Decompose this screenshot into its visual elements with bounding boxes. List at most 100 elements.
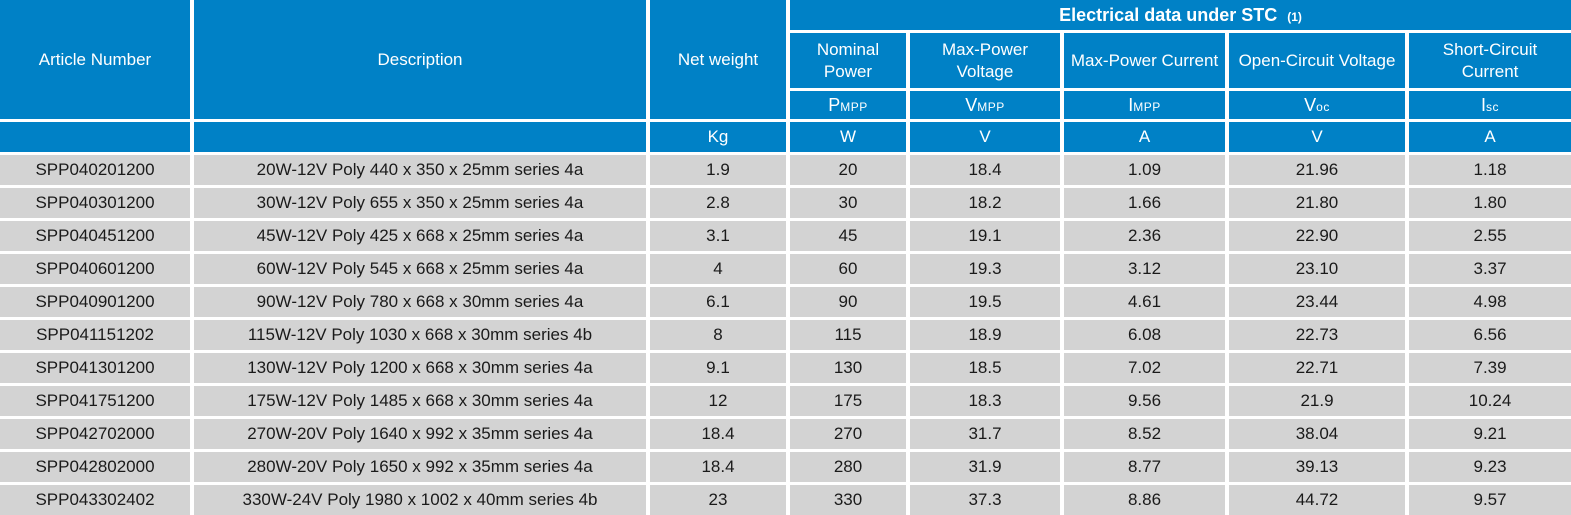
cell-nominal-power: 60 [790, 254, 906, 284]
cell-description: 30W-12V Poly 655 x 350 x 25mm series 4a [194, 188, 646, 218]
column-header-row: Nominal Power Max-Power Voltage Max-Powe… [0, 33, 1571, 88]
cell-description: 280W-20V Poly 1650 x 992 x 35mm series 4… [194, 452, 646, 482]
cell-description: 330W-24V Poly 1980 x 1002 x 40mm series … [194, 485, 646, 515]
cell-nominal-power: 270 [790, 419, 906, 449]
cell-net-weight: 9.1 [650, 353, 786, 383]
table-row: SPP040601200 60W-12V Poly 545 x 668 x 25… [0, 254, 1571, 284]
group-header-row: Article Number Description Net weight El… [0, 0, 1571, 119]
cell-max-power-voltage: 31.7 [910, 419, 1060, 449]
symbol-main: V [1304, 94, 1317, 115]
cell-net-weight: 1.9 [650, 155, 786, 185]
cell-max-power-current: 2.36 [1064, 221, 1225, 251]
cell-nominal-power: 30 [790, 188, 906, 218]
col-header-max-power-voltage: Max-Power Voltage [910, 33, 1060, 88]
col-header-max-power-current: Max-Power Current [1064, 33, 1225, 88]
cell-nominal-power: 130 [790, 353, 906, 383]
cell-article-number: SPP042702000 [0, 419, 190, 449]
cell-short-circuit-current: 1.18 [1409, 155, 1571, 185]
col-header-nominal-power: Nominal Power [790, 33, 906, 88]
cell-net-weight: 3.1 [650, 221, 786, 251]
symbol-impp: IMPP [1064, 91, 1225, 119]
cell-short-circuit-current: 9.23 [1409, 452, 1571, 482]
cell-max-power-voltage: 19.5 [910, 287, 1060, 317]
cell-max-power-voltage: 18.2 [910, 188, 1060, 218]
cell-net-weight: 12 [650, 386, 786, 416]
cell-description: 130W-12V Poly 1200 x 668 x 30mm series 4… [194, 353, 646, 383]
cell-max-power-current: 3.12 [1064, 254, 1225, 284]
cell-open-circuit-voltage: 23.10 [1229, 254, 1405, 284]
cell-article-number: SPP040451200 [0, 221, 190, 251]
cell-max-power-current: 9.56 [1064, 386, 1225, 416]
cell-description: 90W-12V Poly 780 x 668 x 30mm series 4a [194, 287, 646, 317]
cell-article-number: SPP040901200 [0, 287, 190, 317]
cell-max-power-voltage: 19.3 [910, 254, 1060, 284]
cell-open-circuit-voltage: 22.73 [1229, 320, 1405, 350]
cell-net-weight: 4 [650, 254, 786, 284]
cell-open-circuit-voltage: 21.96 [1229, 155, 1405, 185]
table-body: SPP040201200 20W-12V Poly 440 x 350 x 25… [0, 155, 1571, 515]
cell-nominal-power: 90 [790, 287, 906, 317]
cell-max-power-voltage: 18.5 [910, 353, 1060, 383]
cell-net-weight: 23 [650, 485, 786, 515]
cell-short-circuit-current: 7.39 [1409, 353, 1571, 383]
cell-max-power-current: 6.08 [1064, 320, 1225, 350]
table-row: SPP041151202 115W-12V Poly 1030 x 668 x … [0, 320, 1571, 350]
cell-nominal-power: 20 [790, 155, 906, 185]
symbol-main: I [1128, 94, 1134, 115]
cell-article-number: SPP040601200 [0, 254, 190, 284]
col-header-open-circuit-voltage: Open-Circuit Voltage [1229, 33, 1405, 88]
cell-net-weight: 8 [650, 320, 786, 350]
cell-short-circuit-current: 6.56 [1409, 320, 1571, 350]
table-row: SPP043302402 330W-24V Poly 1980 x 1002 x… [0, 485, 1571, 515]
col-header-article-number: Article Number [0, 0, 190, 119]
cell-description: 45W-12V Poly 425 x 668 x 25mm series 4a [194, 221, 646, 251]
table-row: SPP040301200 30W-12V Poly 655 x 350 x 25… [0, 188, 1571, 218]
unit-article-number-empty [0, 122, 190, 152]
col-header-net-weight: Net weight [650, 0, 786, 119]
cell-description: 175W-12V Poly 1485 x 668 x 30mm series 4… [194, 386, 646, 416]
cell-nominal-power: 330 [790, 485, 906, 515]
cell-article-number: SPP040201200 [0, 155, 190, 185]
cell-open-circuit-voltage: 38.04 [1229, 419, 1405, 449]
cell-open-circuit-voltage: 39.13 [1229, 452, 1405, 482]
cell-open-circuit-voltage: 22.90 [1229, 221, 1405, 251]
table-header: Article Number Description Net weight El… [0, 0, 1571, 152]
cell-short-circuit-current: 2.55 [1409, 221, 1571, 251]
symbol-voc: Voc [1229, 91, 1405, 119]
table-row: SPP041301200 130W-12V Poly 1200 x 668 x … [0, 353, 1571, 383]
symbol-pmpp: PMPP [790, 91, 906, 119]
table-row: SPP041751200 175W-12V Poly 1485 x 668 x … [0, 386, 1571, 416]
cell-max-power-current: 8.77 [1064, 452, 1225, 482]
cell-open-circuit-voltage: 22.71 [1229, 353, 1405, 383]
cell-description: 270W-20V Poly 1640 x 992 x 35mm series 4… [194, 419, 646, 449]
unit-open-circuit-voltage: V [1229, 122, 1405, 152]
cell-nominal-power: 45 [790, 221, 906, 251]
cell-article-number: SPP040301200 [0, 188, 190, 218]
cell-short-circuit-current: 9.21 [1409, 419, 1571, 449]
unit-max-power-current: A [1064, 122, 1225, 152]
cell-description: 20W-12V Poly 440 x 350 x 25mm series 4a [194, 155, 646, 185]
group-header-footnote-marker: (1) [1287, 9, 1302, 24]
cell-article-number: SPP041751200 [0, 386, 190, 416]
symbol-sub: oc [1316, 99, 1330, 114]
cell-open-circuit-voltage: 21.9 [1229, 386, 1405, 416]
cell-article-number: SPP041301200 [0, 353, 190, 383]
unit-short-circuit-current: A [1409, 122, 1571, 152]
group-header-title: Electrical data under STC [1059, 4, 1278, 25]
cell-short-circuit-current: 3.37 [1409, 254, 1571, 284]
cell-max-power-current: 7.02 [1064, 353, 1225, 383]
cell-net-weight: 18.4 [650, 452, 786, 482]
cell-max-power-voltage: 31.9 [910, 452, 1060, 482]
cell-article-number: SPP042802000 [0, 452, 190, 482]
cell-article-number: SPP041151202 [0, 320, 190, 350]
cell-max-power-current: 8.52 [1064, 419, 1225, 449]
cell-max-power-voltage: 37.3 [910, 485, 1060, 515]
cell-open-circuit-voltage: 21.80 [1229, 188, 1405, 218]
cell-description: 115W-12V Poly 1030 x 668 x 30mm series 4… [194, 320, 646, 350]
symbol-main: V [965, 94, 978, 115]
cell-nominal-power: 175 [790, 386, 906, 416]
symbol-sub: MPP [1133, 99, 1161, 114]
cell-max-power-current: 1.09 [1064, 155, 1225, 185]
